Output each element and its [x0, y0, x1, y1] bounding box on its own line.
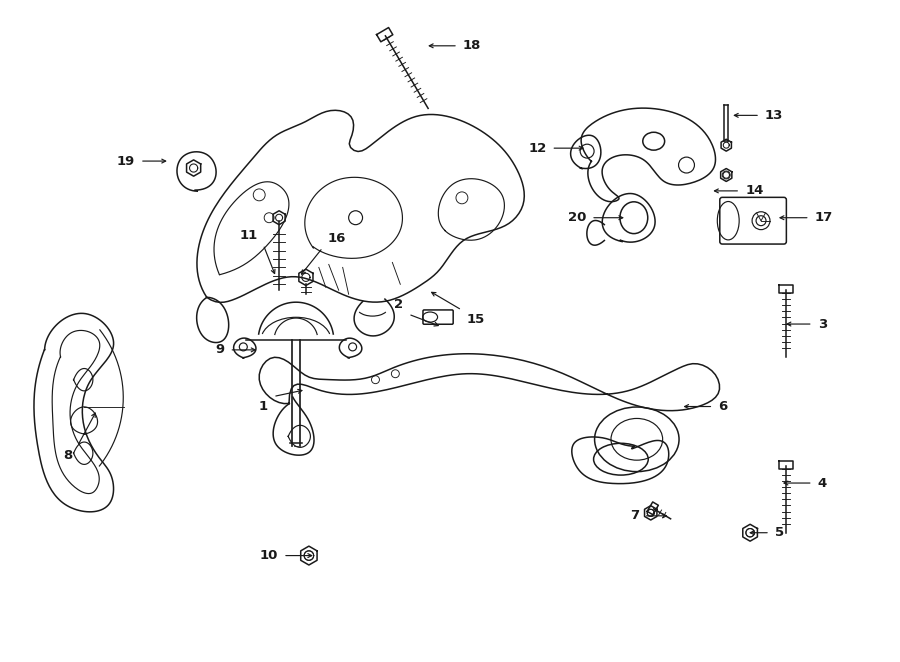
- Text: 20: 20: [568, 211, 586, 224]
- Text: 13: 13: [765, 109, 783, 122]
- Text: 7: 7: [630, 509, 639, 522]
- Text: 3: 3: [818, 318, 827, 330]
- Text: 14: 14: [745, 185, 763, 197]
- Text: 15: 15: [467, 313, 485, 326]
- Text: 9: 9: [215, 344, 224, 356]
- Text: 12: 12: [528, 142, 546, 155]
- Text: 8: 8: [63, 449, 72, 462]
- Text: 6: 6: [718, 400, 727, 413]
- Text: 4: 4: [818, 477, 827, 489]
- Text: 10: 10: [260, 549, 278, 562]
- Text: 19: 19: [117, 154, 135, 167]
- Text: 2: 2: [394, 298, 403, 311]
- Text: 5: 5: [775, 526, 784, 540]
- Text: 18: 18: [463, 39, 482, 52]
- Text: 16: 16: [328, 232, 346, 244]
- Text: 1: 1: [259, 400, 268, 412]
- Text: 11: 11: [240, 228, 258, 242]
- Text: 17: 17: [814, 211, 832, 224]
